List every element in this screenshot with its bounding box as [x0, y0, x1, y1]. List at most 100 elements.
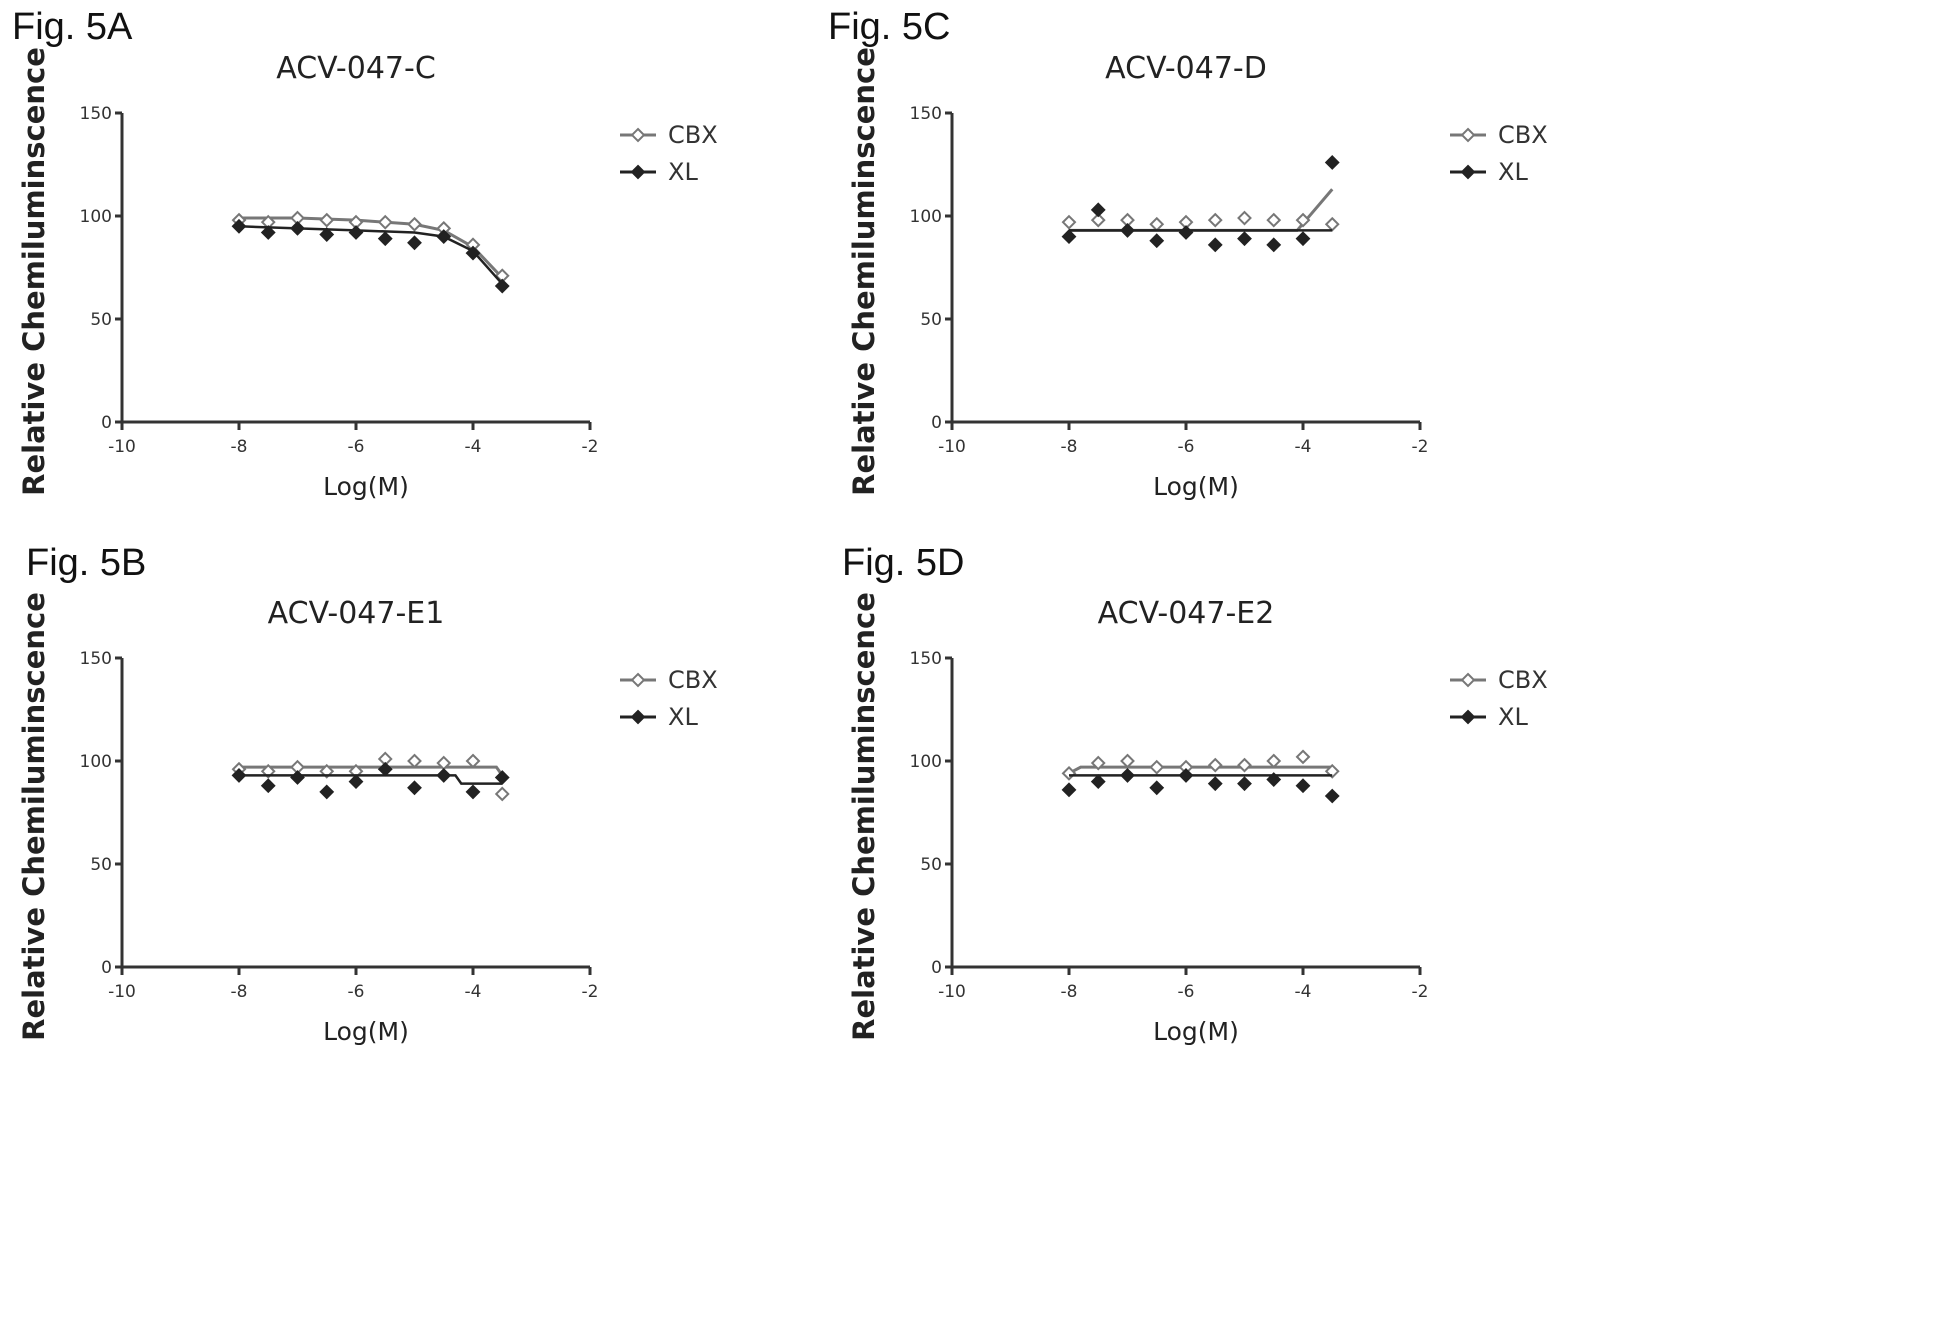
data-point-xl [260, 225, 276, 240]
y-axis-label: Relative Chemiluminscence [17, 47, 51, 496]
data-point-cbx [1090, 212, 1106, 228]
figure-label: Fig. 5B [26, 542, 147, 584]
legend-label: CBX [668, 121, 718, 149]
y-tick-label: 50 [920, 855, 942, 875]
y-tick-label: 50 [90, 310, 112, 330]
chart-panel-fig-5b: Fig. 5B ACV-047-E1 0 50 100 150 -10 -8 -6 -4 -2 Lo… [0, 542, 977, 1205]
x-tick-label: -8 [1061, 982, 1078, 1002]
chart-title: ACV-047-E1 [268, 596, 445, 631]
x-tick-label: -6 [348, 437, 365, 457]
data-point-xl [436, 229, 452, 245]
y-tick-label: 0 [931, 413, 942, 433]
y-tick-label: 150 [80, 649, 112, 669]
data-point-cbx [494, 786, 510, 802]
data-point-xl [1061, 229, 1077, 245]
x-axis-label: Log(M) [323, 1017, 409, 1046]
x-tick-label: -6 [348, 982, 365, 1002]
data-point-xl [1237, 776, 1252, 792]
data-point-xl [348, 774, 364, 790]
data-point-xl [231, 768, 247, 783]
x-tick-label: -2 [582, 437, 599, 457]
data-point-xl [1090, 202, 1106, 218]
legend-marker [1460, 127, 1476, 143]
chart-title: ACV-047-C [276, 51, 436, 86]
data-point-cbx [1237, 757, 1252, 773]
data-point-xl [377, 231, 393, 247]
data-point-xl [1178, 225, 1194, 240]
figure-label: Fig. 5C [828, 6, 951, 48]
data-point-xl [407, 780, 422, 796]
x-tick-label: -4 [1295, 982, 1312, 1002]
data-point-xl [231, 218, 247, 234]
data-point-xl [1324, 155, 1340, 170]
data-point-xl [407, 235, 422, 251]
legend-label: CBX [1498, 666, 1548, 694]
data-point-cbx [377, 214, 393, 230]
data-point-xl [319, 784, 335, 800]
legend-marker [630, 672, 646, 688]
data-point-cbx [1149, 759, 1165, 775]
y-tick-label: 150 [80, 104, 112, 124]
fit-curve-xl [239, 774, 503, 785]
data-point-xl [1295, 231, 1311, 247]
x-axis-label: Log(M) [323, 472, 409, 501]
y-tick-label: 50 [90, 855, 112, 875]
legend-marker [1460, 164, 1476, 180]
data-point-xl [465, 245, 481, 261]
legend-label: XL [1498, 158, 1528, 186]
data-point-xl [1266, 237, 1282, 253]
data-point-xl [1295, 778, 1311, 794]
data-point-xl [1061, 782, 1077, 798]
x-tick-label: -4 [1295, 437, 1312, 457]
fit-curve-xl [238, 225, 504, 285]
x-tick-label: -8 [231, 982, 248, 1002]
data-point-cbx [1061, 765, 1077, 781]
x-tick-label: -10 [108, 437, 136, 457]
data-point-cbx [1149, 216, 1165, 232]
data-point-xl [290, 770, 305, 785]
data-point-cbx [319, 212, 335, 228]
data-point-cbx [1324, 216, 1340, 232]
legend-label: CBX [668, 666, 718, 694]
chart-panel-fig-5d: Fig. 5D ACV-047-E2 0 50 100 150 -10 -8 -6 -4 -2 Lo… [830, 542, 1807, 1205]
x-tick-label: -10 [938, 437, 966, 457]
legend-label: XL [668, 703, 698, 731]
legend-marker [1460, 709, 1476, 725]
data-point-xl [1178, 768, 1194, 783]
fit-curve-cbx [1069, 188, 1334, 232]
chart-title: ACV-047-D [1105, 51, 1267, 86]
data-point-cbx [407, 216, 422, 232]
x-tick-label: -6 [1178, 982, 1195, 1002]
chart-svg: ACV-047-E1 0 50 100 150 -10 -8 -6 -4 -2 Log(M) Rela… [17, 592, 718, 1046]
legend-marker [1460, 672, 1476, 688]
legend-label: XL [668, 158, 698, 186]
figure-label: Fig. 5A [12, 6, 133, 48]
x-tick-label: -4 [465, 437, 482, 457]
x-tick-label: -8 [231, 437, 248, 457]
x-tick-label: -10 [938, 982, 966, 1002]
legend-label: XL [1498, 703, 1528, 731]
data-point-xl [1237, 231, 1252, 247]
data-point-cbx [1295, 749, 1311, 765]
y-tick-label: 100 [910, 207, 942, 227]
data-point-cbx [1090, 755, 1106, 771]
y-axis-label: Relative Chemiluminscence [847, 592, 881, 1041]
y-axis-label: Relative Chemiluminscence [847, 47, 881, 496]
data-point-xl [377, 761, 393, 777]
x-axis-label: Log(M) [1153, 472, 1239, 501]
data-point-xl [1207, 776, 1223, 792]
data-point-xl [494, 278, 510, 294]
data-point-xl [260, 778, 276, 794]
data-point-cbx [1266, 212, 1282, 228]
data-point-cbx [407, 753, 422, 769]
data-point-cbx [1207, 212, 1223, 228]
data-point-cbx [1207, 757, 1223, 773]
chart-panel-fig-5a: Fig. 5A ACV-047-C 0 50 100 150 -10 -8 -6 -4 -2 Log… [0, 0, 977, 660]
x-tick-label: -2 [1412, 437, 1429, 457]
data-point-xl [319, 227, 335, 242]
data-point-xl [1120, 768, 1135, 783]
y-tick-label: 100 [80, 752, 112, 772]
y-tick-label: 50 [920, 310, 942, 330]
chart-panel-fig-5c: Fig. 5C ACV-047-D 0 50 100 150 -10 -8 -6 -4 -2 Log… [828, 0, 1807, 660]
data-point-cbx [1295, 212, 1311, 228]
